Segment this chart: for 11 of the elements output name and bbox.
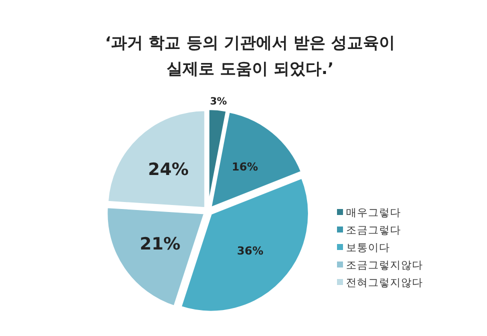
data-label: 21% bbox=[140, 234, 180, 255]
legend-label: 조금그렇지않다 bbox=[346, 260, 423, 272]
legend-label: 매우그렇다 bbox=[346, 207, 401, 219]
data-label: 16% bbox=[232, 160, 258, 174]
chart-title: ‘과거 학교 등의 기관에서 받은 성교육이 실제로 도움이 되었다.’ bbox=[104, 32, 396, 80]
data-label: 24% bbox=[148, 160, 189, 180]
legend-label: 보통이다 bbox=[346, 242, 390, 254]
data-label: 36% bbox=[237, 244, 264, 258]
data-label: 3% bbox=[210, 96, 227, 108]
legend-label: 전혀그렇지않다 bbox=[346, 277, 423, 289]
legend-label: 조금그렇다 bbox=[346, 224, 401, 236]
